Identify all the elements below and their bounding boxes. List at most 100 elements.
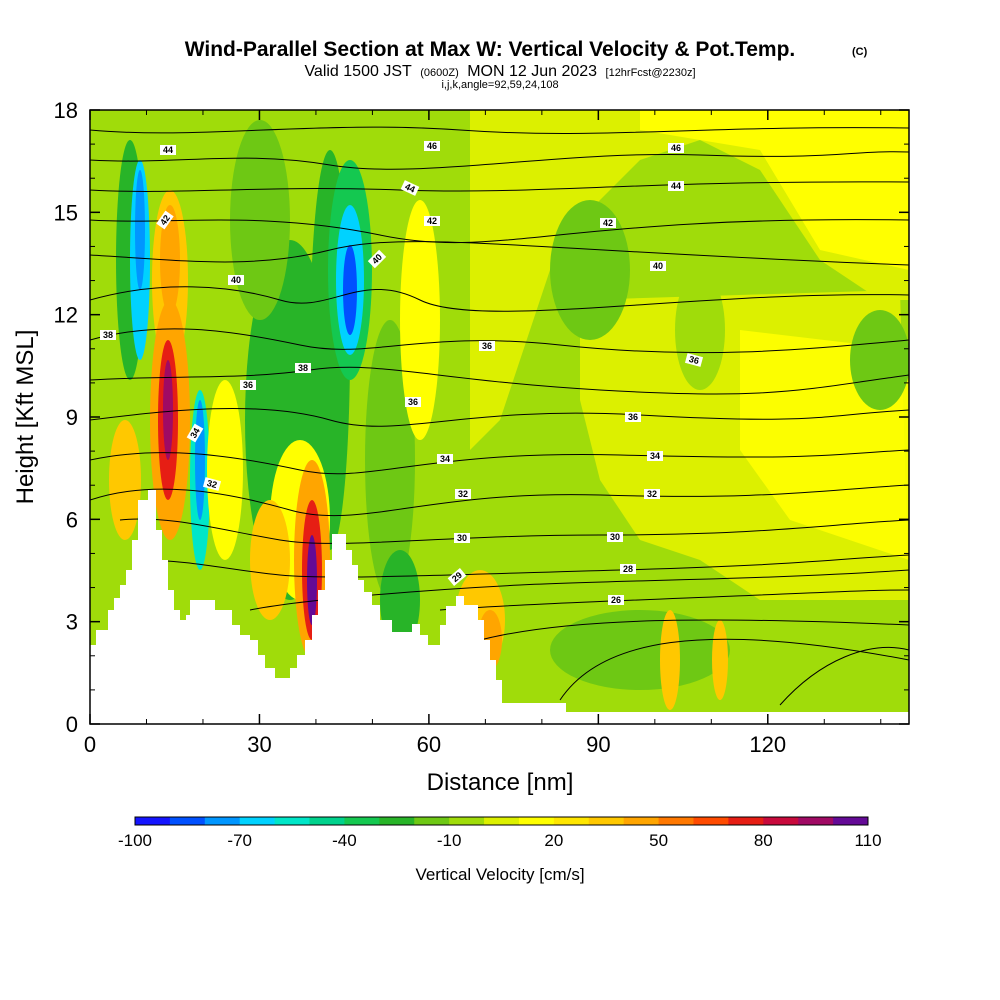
x-tick-label: 90	[586, 732, 610, 757]
contour-label: 40	[653, 261, 663, 271]
colorbar-tick-label: -70	[227, 831, 252, 850]
contour-label: 36	[688, 354, 700, 366]
contour-label: 32	[458, 489, 468, 499]
colorbar-swatch	[693, 817, 729, 825]
x-tick-label: 30	[247, 732, 271, 757]
colorbar-tick-label: -10	[437, 831, 462, 850]
contour-label: 36	[408, 397, 418, 407]
y-axis-label: Height [Kft MSL]	[12, 330, 39, 505]
contour-label: 34	[440, 454, 450, 464]
contour-label: 42	[603, 218, 613, 228]
contour-label: 36	[243, 380, 253, 390]
contour-label: 36	[482, 341, 492, 351]
contour-label: 42	[427, 216, 437, 226]
contour-line	[779, 646, 909, 706]
subtitle-utc: (0600Z)	[420, 67, 459, 79]
colorbar-tick-label: 20	[544, 831, 563, 850]
subtitle-indices: i,j,k,angle=92,59,24,108	[441, 79, 558, 91]
colorbar-swatch	[449, 817, 485, 825]
contour-line	[90, 219, 909, 244]
colorbar-swatch	[484, 817, 520, 825]
y-tick-label: 15	[54, 200, 78, 225]
y-tick-label: 3	[66, 610, 78, 635]
x-tick-label: 0	[84, 732, 96, 757]
contour-label: 26	[611, 595, 621, 605]
colorbar-swatch	[658, 817, 694, 825]
chart-title: Wind-Parallel Section at Max W: Vertical…	[185, 38, 796, 61]
contour-label: 38	[298, 363, 308, 373]
colorbar-swatch	[135, 817, 171, 825]
contour-line	[439, 589, 909, 611]
velocity-field	[90, 110, 909, 724]
colorbar-tick-label: 50	[649, 831, 668, 850]
contour-line	[90, 484, 909, 517]
contour-line	[119, 518, 909, 544]
x-axis-label: Distance [nm]	[427, 769, 574, 796]
x-tick-label: 120	[749, 732, 786, 757]
contour-label: 36	[628, 412, 638, 422]
contour-label: 32	[647, 489, 657, 499]
contour-line	[90, 366, 909, 395]
contour-line	[90, 407, 909, 427]
y-tick-label: 0	[66, 712, 78, 737]
subtitle-date: MON 12 Jun 2023	[467, 63, 597, 80]
colorbar-swatch	[623, 817, 660, 825]
colorbar-label: Vertical Velocity [cm/s]	[415, 865, 584, 884]
contour-label: 46	[427, 141, 437, 151]
contour-label: 32	[206, 478, 218, 490]
contour-line	[90, 328, 909, 354]
contour-line	[90, 449, 909, 475]
terrain	[90, 490, 909, 724]
colorbar-tick-label: 110	[854, 831, 881, 850]
contour-label: 28	[623, 564, 633, 574]
colorbar-swatch	[414, 817, 450, 825]
contour-label: 30	[610, 532, 620, 542]
contour-line	[90, 181, 909, 192]
colorbar-swatch	[798, 817, 834, 825]
contour-line	[90, 126, 909, 134]
contour-label: 46	[671, 143, 681, 153]
colorbar-tick-label: 80	[754, 831, 773, 850]
colorbar-swatch	[204, 817, 241, 825]
contour-line	[90, 286, 909, 312]
contour-label: 29	[450, 570, 464, 584]
contour-label: 40	[231, 275, 241, 285]
contour-label: 34	[188, 426, 202, 440]
contour-line	[90, 151, 909, 170]
colorbar-swatch	[588, 817, 625, 825]
colorbar-swatch	[239, 817, 276, 825]
contour-line	[90, 241, 909, 266]
colorbar-tick-label: -100	[118, 831, 152, 850]
colorbar-swatch	[728, 817, 764, 825]
colorbar-swatch	[553, 817, 590, 825]
contour-line	[479, 619, 909, 641]
contour-label: 38	[103, 330, 113, 340]
colorbar-swatch	[309, 817, 345, 825]
contour-label: 42	[158, 213, 172, 227]
contour-label: 30	[457, 533, 467, 543]
subtitle: Valid 1500 JST (0600Z) MON 12 Jun 2023 […	[304, 63, 695, 80]
contour-label: 44	[671, 181, 681, 191]
colorbar-tick-label: -40	[332, 831, 357, 850]
contour-line	[559, 638, 909, 701]
colorbar-swatch	[833, 817, 869, 825]
title-mark: (C)	[852, 46, 868, 58]
y-tick-label: 18	[54, 98, 78, 123]
colorbar-swatch	[518, 817, 555, 825]
colorbar-swatch	[344, 817, 380, 825]
contour-label: 34	[650, 451, 660, 461]
y-tick-label: 12	[54, 303, 78, 328]
x-tick-label: 60	[417, 732, 441, 757]
subtitle-valid: Valid 1500 JST	[304, 63, 412, 80]
contour-label: 44	[163, 145, 173, 155]
subtitle-forecast: [12hrFcst@2230z]	[606, 67, 696, 79]
colorbar-frame	[134, 816, 869, 826]
contour-labels: 44 46 46 44 44 42 42 42 40 40 40 38 38 3…	[100, 141, 704, 605]
colorbar-swatch	[169, 817, 206, 825]
colorbar-swatch	[763, 817, 799, 825]
theta-contours	[90, 126, 909, 706]
colorbar: -100 -70 -40 -10 20 50 80 110	[118, 816, 882, 850]
colorbar-swatch	[274, 817, 311, 825]
